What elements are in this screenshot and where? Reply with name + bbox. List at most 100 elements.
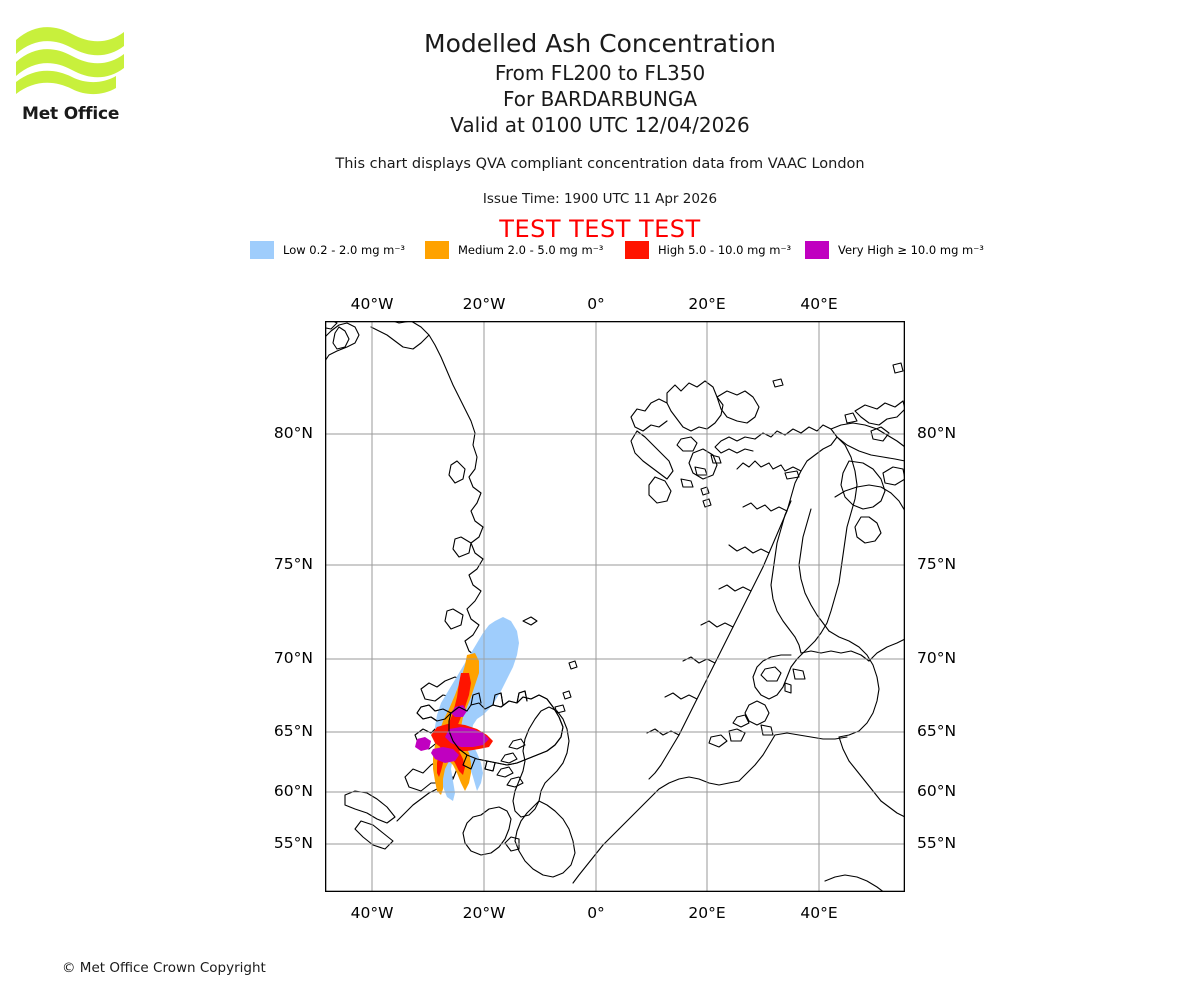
coast-novaya-zemlya [882,466,905,486]
met-office-wave-icon [16,27,124,95]
lat-label-right-4: 60°N [917,782,957,800]
coast-low-countries [618,776,740,830]
coast-iceland-overlay [448,694,564,766]
coast-wales [504,836,520,852]
met-office-logo: Met Office [12,20,142,124]
coast-baltic-states [828,630,880,738]
coast-france-north [572,828,620,884]
coast-svalbard-barentsoya [676,436,698,452]
coast-orkney-shetland [554,690,572,714]
test-banner: TEST TEST TEST [499,215,701,243]
coast-svalbard-edgeoya [688,448,718,480]
lon-label-bottom-4: 40°E [800,904,838,922]
coast-greenland [325,321,360,362]
ash-contour-very-high-d [451,705,467,717]
lon-label-top-1: 20°W [462,295,506,313]
coastlines [325,321,905,892]
ash-contour-very-high-b [431,747,459,763]
qva-note: This chart displays QVA compliant concen… [335,156,865,172]
coast-norway [648,424,838,780]
ash-contour-low [435,617,519,801]
lon-label-top-2: 0° [587,295,605,313]
lon-label-bottom-3: 20°E [688,904,726,922]
coast-norway-fjords [646,460,802,736]
coast-greenland-sw [344,790,396,824]
coast-svalbard-sorkapp [648,476,672,504]
lat-label-right-0: 80°N [917,424,957,442]
lat-label-right-5: 55°N [917,834,957,852]
coast-england-wales [514,800,576,878]
legend-label-medium: Medium 2.0 - 5.0 mg m⁻³ [458,243,604,257]
map-panel[interactable] [325,321,905,892]
legend-swatch-medium [425,241,449,259]
coast-norway-lofoten [714,436,756,454]
legend-item-very-high: Very High ≥ 10.0 mg m⁻³ [805,240,984,260]
coast-sweden-finland [796,436,858,660]
coast-iceland-nw-overlay [416,704,452,722]
title-volcano: For BARDARBUNGA [502,87,698,111]
legend-swatch-high [625,241,649,259]
legend-swatch-very-high [805,241,829,259]
coast-finland-gulf [800,650,870,662]
coast-faroe [568,660,578,670]
map-canvas [325,321,905,892]
coastline-overlay-iceland [416,690,564,772]
ash-contour-very-high-c [415,737,431,751]
lat-label-left-4: 60°N [273,782,313,800]
coast-lake-vanern [760,666,782,682]
title-valid-time: Valid at 0100 UTC 12/04/2026 [450,113,750,137]
coast-fjl-small [892,362,904,374]
title-flight-levels: From FL200 to FL350 [494,61,706,85]
coast-white-sea-inner [840,460,886,510]
lat-label-left-2: 70°N [273,649,313,667]
lat-label-left-5: 55°N [273,834,313,852]
coast-svalbard-spitsbergen [666,380,724,432]
lon-label-top-4: 40°E [800,295,838,313]
coast-iceland-fjords-overlay [462,690,528,772]
coast-ireland [462,806,512,856]
coast-hopen [700,486,710,496]
lat-label-right-2: 70°N [917,649,957,667]
legend-item-medium: Medium 2.0 - 5.0 mg m⁻³ [425,240,603,260]
coast-white-sea-throat [854,516,882,544]
coast-gotland [792,668,806,680]
met-office-wordmark: Met Office [22,104,120,124]
coast-svalbard-nordaustlandet [716,390,760,424]
lat-label-right-3: 65°N [917,722,957,740]
lon-label-bottom-2: 0° [587,904,605,922]
coast-svalbard-west [630,398,668,432]
lat-label-left-3: 65°N [273,722,313,740]
coast-franz-josef-land [844,400,905,442]
coast-small-isle-a [784,470,800,480]
lon-label-top-3: 20°E [688,295,726,313]
concentration-legend: Low 0.2 - 2.0 mg m⁻³ Medium 2.0 - 5.0 mg… [250,240,990,260]
coast-kola-peninsula [830,422,905,462]
map-background [325,321,905,892]
coast-greenland-north [370,321,476,434]
coast-svalbard-southwest [630,430,674,480]
lon-label-bottom-0: 40°W [350,904,394,922]
issue-time: Issue Time: 1900 UTC 11 Apr 2026 [482,191,718,207]
legend-item-low: Low 0.2 - 2.0 mg m⁻³ [250,240,405,260]
copyright-footer: © Met Office Crown Copyright [62,960,266,976]
coast-sweden-south [752,654,798,700]
coast-poland-germany [738,732,882,802]
lat-label-left-1: 75°N [273,555,313,573]
coast-jan-mayen [522,616,538,626]
legend-swatch-low [250,241,274,259]
graticule-overlay [325,321,905,892]
coast-scotland-west-isles [496,738,526,788]
coast-kvitoya [772,378,784,388]
coast-russia-white-sea [834,484,905,662]
lon-label-top-0: 40°W [350,295,394,313]
page-title: Modelled Ash Concentration [424,29,776,58]
coast-germany-north [708,728,746,748]
coast-greenland-inland-fjord-c [444,608,464,630]
coast-oland [784,682,792,694]
lat-label-right-1: 75°N [917,555,957,573]
lon-label-bottom-1: 20°W [462,904,506,922]
coast-southeast-land [824,800,905,892]
coast-greenland-cape [354,820,394,850]
legend-label-low: Low 0.2 - 2.0 mg m⁻³ [283,243,406,257]
legend-label-high: High 5.0 - 10.0 mg m⁻³ [658,243,792,257]
